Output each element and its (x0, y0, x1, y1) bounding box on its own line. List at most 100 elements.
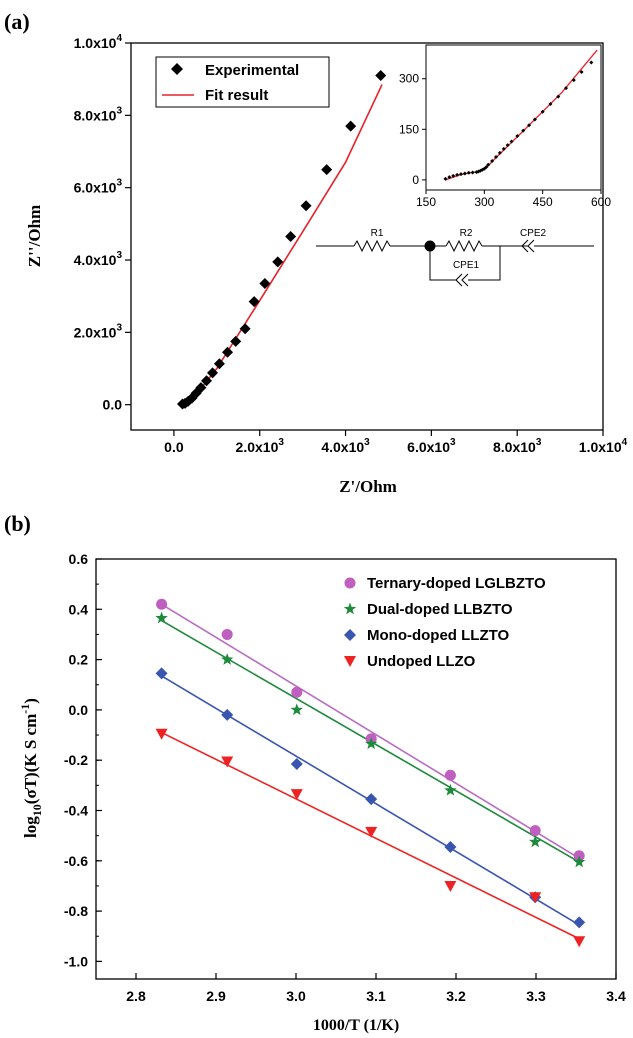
cpe1-plate-left (455, 273, 463, 287)
y-tick-label: 1.0x104 (74, 33, 123, 51)
inset-point (548, 102, 553, 107)
data-point (529, 825, 541, 837)
circuit-label-r1: R1 (371, 228, 384, 239)
experimental-point (201, 375, 213, 387)
x-tick-label: 2.0x103 (236, 437, 285, 455)
inset-point (540, 109, 545, 114)
data-point (221, 653, 234, 665)
data-point (444, 769, 456, 781)
experimental-point (239, 323, 251, 335)
data-point (221, 708, 234, 721)
panel-a-legend: Experimental Fit result (155, 56, 330, 108)
x-tick-label: 8.0x103 (493, 437, 542, 455)
inset-point (494, 154, 498, 159)
inset-y-tick-label: 150 (399, 122, 419, 136)
y-tick-label: 2.0x103 (74, 322, 123, 340)
experimental-point (300, 200, 312, 212)
x-tick-label: 2.9 (206, 988, 226, 1004)
experimental-point (285, 231, 297, 242)
inset-point (509, 139, 514, 144)
cpe2-plate-left (521, 239, 529, 253)
inset-x-axis: 150 300 450 600 (416, 190, 611, 209)
panel-b-legend: Ternary-doped LGLBZTO Dual-doped LLBZTO Mo… (343, 575, 546, 670)
x-tick-label: 4.0x103 (321, 437, 370, 455)
legend-label: Ternary-doped LGLBZTO (367, 575, 546, 592)
panel-a-legend-box (155, 56, 330, 108)
inset-point (527, 123, 532, 128)
circuit-label-cpe1: CPE1 (453, 260, 480, 271)
inset-x-tick-label: 600 (591, 195, 611, 209)
data-point (444, 783, 457, 796)
panel-b-label: (b) (4, 511, 31, 536)
legend-marker (343, 602, 357, 615)
legend-experimental-marker (171, 63, 183, 75)
experimental-point (207, 367, 219, 379)
inset-x-tick-label: 300 (474, 195, 494, 209)
inset-point (466, 170, 471, 175)
x-tick-label: 2.8 (126, 988, 146, 1004)
inset-point (501, 146, 506, 151)
data-point (365, 737, 378, 750)
circuit-wire (468, 246, 501, 281)
experimental-point (213, 358, 225, 370)
inset-point (532, 117, 537, 122)
panel-b-x-axis: 2.8 2.9 3.0 3.1 3.2 3.3 3.4 (126, 973, 626, 1004)
data-point (156, 598, 168, 610)
data-point (573, 916, 586, 929)
legend-marker (344, 629, 356, 641)
data-point (573, 936, 586, 948)
panel-b-y-axis: -1.0 -0.8 -0.6 -0.4 -0.2 0.0 0.2 0.4 0.6 (64, 551, 102, 969)
experimental-point (375, 70, 387, 82)
data-point (221, 628, 233, 640)
data-point (529, 835, 542, 848)
y-tick-label: 8.0x103 (74, 105, 123, 123)
data-point (444, 880, 457, 892)
circuit-label-r2: R2 (460, 228, 473, 239)
x-tick-label: 3.0 (286, 988, 306, 1004)
x-tick-label: 0.0 (164, 439, 184, 455)
cpe1-plate-right (461, 273, 469, 287)
inset-point (497, 150, 502, 155)
x-tick-label: 6.0x103 (407, 437, 456, 455)
panel-a-plot-frame (130, 42, 604, 431)
panel-b: (b) 2.8 2.9 3.0 3.1 3.2 3.3 3.4 -1.0 -0.8 -0.6 -0… (4, 511, 626, 1034)
data-point (290, 703, 303, 716)
data-point (529, 892, 542, 904)
data-point (221, 756, 234, 768)
experimental-point (195, 382, 207, 394)
inset-point (564, 86, 568, 91)
y-tick-label: 4.0x103 (74, 250, 123, 268)
resistor-r2 (445, 239, 483, 253)
inset-plot-frame (425, 44, 602, 191)
y-tick-label: -0.6 (64, 853, 88, 869)
x-tick-label: 3.2 (446, 988, 466, 1004)
inset-y-tick-label: 300 (399, 72, 419, 86)
inset-point (459, 172, 463, 177)
y-tick-label: 0.0 (103, 397, 123, 413)
data-point (290, 757, 303, 770)
inset-point (443, 176, 448, 181)
data-point (155, 667, 168, 680)
panel-a-inset: 150 300 450 600 0 150 300 (399, 44, 611, 209)
experimental-point (321, 164, 333, 176)
y-tick-label: 6.0x103 (74, 178, 123, 196)
legend-label: Undoped LLZO (367, 653, 476, 670)
inset-point (571, 78, 576, 83)
inset-x-tick-label: 450 (533, 195, 553, 209)
inset-point (462, 171, 467, 176)
inset-point (579, 69, 584, 74)
y-tick-label: 0.2 (69, 652, 89, 668)
inset-point (455, 172, 460, 177)
panel-b-plot-frame (95, 558, 617, 980)
x-tick-label: 1.0x104 (579, 437, 628, 455)
experimental-point (272, 256, 284, 268)
x-tick-label: 3.1 (366, 988, 386, 1004)
inset-point (589, 60, 594, 65)
legend-marker (344, 577, 356, 589)
experimental-point (345, 120, 357, 132)
data-point (155, 611, 168, 624)
data-point (444, 840, 457, 853)
panel-b-x-axis-title: 1000/T (1/K) (313, 1017, 399, 1034)
inset-point (515, 134, 520, 139)
